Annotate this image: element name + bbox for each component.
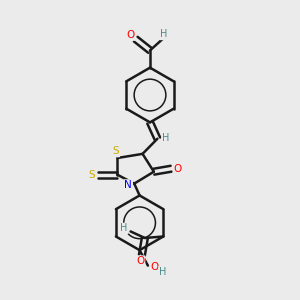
Text: O: O (173, 164, 182, 174)
Text: H: H (160, 29, 168, 39)
Text: S: S (112, 146, 119, 157)
Text: O: O (136, 256, 145, 266)
Text: O: O (150, 262, 159, 272)
Text: S: S (89, 170, 95, 180)
Text: H: H (159, 267, 166, 277)
Text: H: H (120, 224, 128, 233)
Text: H: H (162, 133, 169, 143)
Text: O: O (126, 30, 134, 40)
Text: N: N (124, 180, 132, 190)
